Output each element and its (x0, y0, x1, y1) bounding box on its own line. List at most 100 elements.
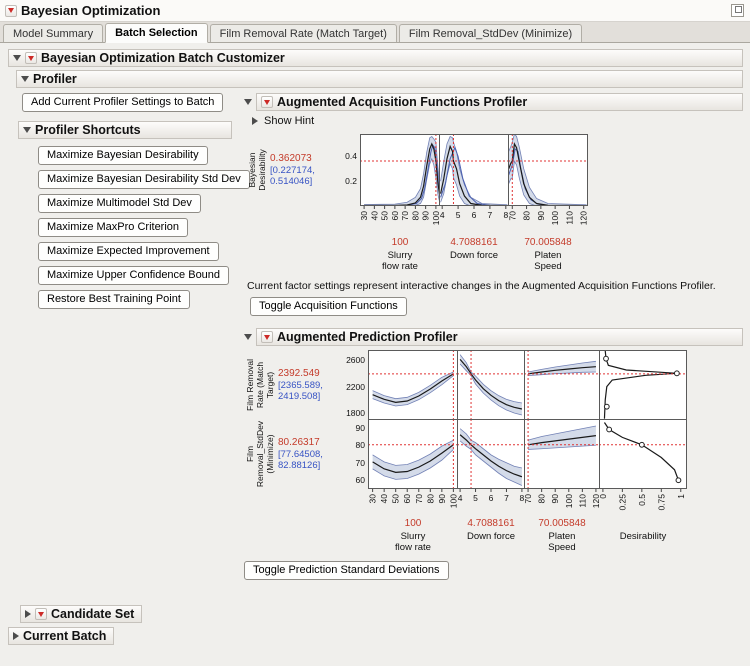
svg-text:110: 110 (577, 494, 587, 508)
svg-text:80: 80 (537, 494, 547, 504)
show-hint-label: Show Hint (264, 115, 315, 127)
factor-label: Platen Speed (548, 531, 576, 553)
svg-text:80: 80 (522, 211, 532, 221)
response-1-current-values: 80.26317 [77.64508, 82.88126] (276, 419, 338, 489)
shortcut-maximize-maxpro-criterion[interactable]: Maximize MaxPro Criterion (38, 218, 189, 237)
svg-text:70: 70 (524, 494, 533, 504)
svg-text:6: 6 (489, 493, 494, 503)
svg-text:100: 100 (431, 211, 440, 225)
factor-label: Down force (466, 531, 516, 542)
profiler-shortcuts-title: Profiler Shortcuts (35, 123, 141, 137)
red-triangle-menu-icon[interactable] (25, 52, 37, 64)
shortcut-maximize-bayesian-desirability-std-dev[interactable]: Maximize Bayesian Desirability Std Dev (38, 170, 250, 189)
y-tick-label: 80 (355, 440, 365, 451)
svg-text:6: 6 (472, 210, 477, 220)
svg-text:70: 70 (400, 211, 410, 221)
shortcut-maximize-multimodel-std-dev[interactable]: Maximize Multimodel Std Dev (38, 194, 201, 213)
prediction-panel-r0c2[interactable] (524, 350, 600, 420)
svg-text:40: 40 (369, 211, 379, 221)
svg-text:0.25: 0.25 (617, 494, 627, 511)
prediction-panel-r1c1[interactable] (457, 419, 525, 489)
acquisition-panel-0[interactable] (360, 134, 440, 206)
factor-label: Slurry flow rate (382, 250, 418, 272)
svg-text:120: 120 (591, 494, 600, 508)
prediction-title: Augmented Prediction Profiler (277, 330, 458, 344)
candidate-set-title: Candidate Set (51, 607, 135, 621)
shortcut-restore-best-training-point[interactable]: Restore Best Training Point (38, 290, 190, 309)
prediction-panel-r0c3[interactable] (599, 350, 687, 420)
factor-label: Down force (449, 250, 499, 261)
disclosure-open-icon[interactable] (23, 127, 31, 133)
disclosure-open-icon[interactable] (13, 55, 21, 61)
tab-film-removal-stddev[interactable]: Film Removal_StdDev (Minimize) (398, 24, 583, 42)
shortcut-maximize-bayesian-desirability[interactable]: Maximize Bayesian Desirability (38, 146, 208, 165)
svg-text:4: 4 (458, 493, 463, 503)
pred-ytick-gutter-0: 1800 2200 2600 (338, 350, 368, 420)
prediction-panel-r1c2[interactable] (524, 419, 600, 489)
candidate-set-header: Candidate Set (20, 605, 143, 623)
profiler-shortcuts-header: Profiler Shortcuts (18, 121, 232, 139)
disclosure-open-icon[interactable] (21, 76, 29, 82)
acquisition-column-0: 30 40 50 60 70 80 90 100 100 Slurry flow rate (360, 134, 440, 272)
shortcut-maximize-expected-improvement[interactable]: Maximize Expected Improvement (38, 242, 219, 261)
profiler-header: Profiler (16, 70, 743, 88)
window-properties-icon[interactable] (731, 4, 744, 17)
prediction-panel-r0c0[interactable] (368, 350, 458, 420)
acquisition-chart: Bayesian Desirability 0.362073 [0.227174… (246, 134, 743, 272)
red-triangle-menu-icon[interactable] (261, 331, 273, 343)
add-to-batch-button[interactable]: Add Current Profiler Settings to Batch (22, 93, 224, 112)
disclosure-closed-icon[interactable] (13, 632, 19, 640)
acquisition-ci-high: 0.514046] (270, 176, 313, 187)
tab-batch-selection[interactable]: Batch Selection (105, 23, 208, 43)
current-factor-value: 100 (404, 518, 422, 529)
acquisition-current-values: 0.362073 [0.227174, 0.514046] (268, 134, 334, 206)
shortcut-maximize-upper-confidence-bound[interactable]: Maximize Upper Confidence Bound (38, 266, 230, 285)
svg-text:110: 110 (564, 211, 574, 225)
toggle-acquisition-button[interactable]: Toggle Acquisition Functions (250, 297, 407, 316)
prediction-left-gutter: Film Removal Rate (Match Target) 2392.54… (244, 350, 368, 489)
y-tick-label: 0.4 (345, 151, 357, 162)
tab-bar: Model Summary Batch Selection Film Remov… (0, 22, 750, 43)
svg-text:8: 8 (520, 493, 525, 503)
tab-film-removal-rate[interactable]: Film Removal Rate (Match Target) (209, 24, 397, 42)
disclosure-closed-icon[interactable] (252, 117, 258, 125)
current-batch-title: Current Batch (23, 629, 107, 643)
acquisition-panel-1[interactable] (439, 134, 509, 206)
disclosure-open-icon[interactable] (244, 99, 252, 105)
svg-text:90: 90 (536, 211, 546, 221)
y-tick-label: 1800 (346, 408, 365, 419)
x-axis-ticks: 30 40 50 60 70 80 90 100 (360, 206, 440, 225)
svg-text:70: 70 (508, 211, 517, 221)
show-hint-row[interactable]: Show Hint (252, 115, 743, 127)
svg-text:8: 8 (503, 210, 508, 220)
svg-text:90: 90 (437, 494, 447, 504)
red-triangle-menu-icon[interactable] (261, 96, 273, 108)
svg-text:70: 70 (414, 494, 424, 504)
red-triangle-menu-icon[interactable] (5, 4, 17, 17)
disclosure-closed-icon[interactable] (25, 610, 31, 618)
svg-text:1: 1 (676, 494, 686, 499)
batch-customizer-header: Bayesian Optimization Batch Customizer (8, 49, 743, 67)
x-axis-ticks: 0 0.25 0.5 0.75 1 (599, 489, 686, 511)
profiler-left-column: Add Current Profiler Settings to Batch P… (0, 93, 250, 314)
prediction-header: Augmented Prediction Profiler (256, 328, 743, 346)
svg-text:50: 50 (391, 494, 401, 504)
response-1-current-value: 80.26317 (278, 437, 320, 448)
red-triangle-menu-icon[interactable] (35, 608, 47, 620)
prediction-panel-r1c3[interactable] (599, 419, 687, 489)
svg-text:0.75: 0.75 (656, 494, 666, 511)
toggle-prediction-button[interactable]: Toggle Prediction Standard Deviations (244, 561, 449, 580)
disclosure-open-icon[interactable] (244, 334, 252, 340)
response-1-label: Film Removal_StdDev (Minimize) (245, 420, 275, 488)
acquisition-panel-2[interactable] (508, 134, 588, 206)
svg-text:7: 7 (488, 210, 493, 220)
batch-customizer-title: Bayesian Optimization Batch Customizer (41, 51, 285, 65)
response-0-label: Film Removal Rate (Match Target) (245, 359, 275, 411)
prediction-panel-r1c0[interactable] (368, 419, 458, 489)
svg-text:100: 100 (448, 494, 458, 508)
prediction-panel-r0c1[interactable] (457, 350, 525, 420)
svg-text:7: 7 (504, 493, 509, 503)
tab-model-summary[interactable]: Model Summary (3, 24, 104, 42)
response-0-ci-high: 2419.508] (278, 391, 321, 402)
